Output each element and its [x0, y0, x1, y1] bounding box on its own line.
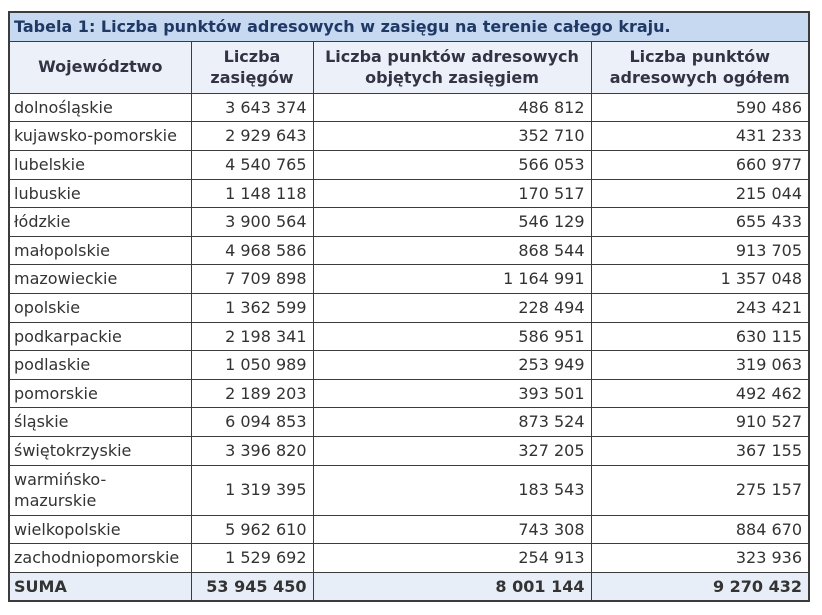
value-cell: 323 936	[590, 543, 810, 573]
value-cell: 3 900 564	[190, 207, 314, 237]
value-cell: 492 462	[590, 378, 810, 409]
value-cell: 884 670	[590, 514, 810, 545]
value-cell: 183 543	[312, 464, 592, 516]
table-row: opolskie 1 362 599 228 494 243 421	[8, 292, 810, 323]
value-cell: 873 524	[312, 407, 592, 437]
column-header-wojewodztwo: Województwo	[8, 40, 192, 94]
value-cell: 254 913	[312, 543, 592, 573]
value-cell: 215 044	[590, 178, 810, 209]
value-cell: 743 308	[312, 514, 592, 545]
table-body: dolnośląskie 3 643 374 486 812 590 486 kujaw…	[8, 92, 810, 573]
value-cell: 4 540 765	[190, 149, 314, 180]
table-row: zachodniopomorskie 1 529 692 254 913 323 93…	[8, 543, 810, 573]
value-cell: 243 421	[590, 292, 810, 323]
value-cell: 1 148 118	[190, 178, 314, 209]
voivodeship-name: mazowieckie	[8, 264, 192, 294]
voivodeship-name: śląskie	[8, 407, 192, 437]
table-row: łódzkie 3 900 564 546 129 655 433	[8, 207, 810, 237]
value-cell: 2 929 643	[190, 121, 314, 151]
value-cell: 275 157	[590, 464, 810, 516]
voivodeship-name: lubelskie	[8, 149, 192, 180]
value-cell: 3 643 374	[190, 92, 314, 123]
total-punkty-ogolem: 9 270 432	[590, 571, 810, 602]
value-cell: 170 517	[312, 178, 592, 209]
voivodeship-name: podlaskie	[8, 350, 192, 380]
value-cell: 2 189 203	[190, 378, 314, 409]
voivodeship-name: łódzkie	[8, 207, 192, 237]
voivodeship-name: lubuskie	[8, 178, 192, 209]
value-cell: 6 094 853	[190, 407, 314, 437]
voivodeship-name: podkarpackie	[8, 321, 192, 352]
table-row: kujawsko-pomorskie 2 929 643 352 710 431 23…	[8, 121, 810, 151]
table-title-row: Tabela 1: Liczba punktów adresowych w za…	[8, 11, 810, 42]
table-row: pomorskie 2 189 203 393 501 492 462	[8, 378, 810, 409]
value-cell: 655 433	[590, 207, 810, 237]
value-cell: 913 705	[590, 235, 810, 266]
voivodeship-name: wielkopolskie	[8, 514, 192, 545]
value-cell: 1 357 048	[590, 264, 810, 294]
value-cell: 1 362 599	[190, 292, 314, 323]
voivodeship-name: świętokrzyskie	[8, 435, 192, 466]
address-points-table: Tabela 1: Liczba punktów adresowych w za…	[8, 11, 811, 603]
value-cell: 546 129	[312, 207, 592, 237]
value-cell: 4 968 586	[190, 235, 314, 266]
value-cell: 660 977	[590, 149, 810, 180]
value-cell: 7 709 898	[190, 264, 314, 294]
value-cell: 2 198 341	[190, 321, 314, 352]
voivodeship-name: warmińsko-mazurskie	[8, 464, 192, 516]
table-row: mazowieckie 7 709 898 1 164 991 1 357 048	[8, 264, 810, 294]
value-cell: 590 486	[590, 92, 810, 123]
table-row: podlaskie 1 050 989 253 949 319 063	[8, 350, 810, 380]
voivodeship-name: małopolskie	[8, 235, 192, 266]
table-row: lubuskie 1 148 118 170 517 215 044	[8, 178, 810, 209]
total-punkty-objete: 8 001 144	[312, 571, 592, 602]
voivodeship-name: opolskie	[8, 292, 192, 323]
total-liczba-zasiegow: 53 945 450	[190, 571, 314, 602]
table-row: lubelskie 4 540 765 566 053 660 977	[8, 149, 810, 180]
total-label: SUMA	[8, 571, 192, 602]
table-row: wielkopolskie 5 962 610 743 308 884 670	[8, 514, 810, 545]
voivodeship-name: dolnośląskie	[8, 92, 192, 123]
value-cell: 868 544	[312, 235, 592, 266]
value-cell: 319 063	[590, 350, 810, 380]
voivodeship-name: zachodniopomorskie	[8, 543, 192, 573]
value-cell: 3 396 820	[190, 435, 314, 466]
value-cell: 910 527	[590, 407, 810, 437]
table-row: śląskie 6 094 853 873 524 910 527	[8, 407, 810, 437]
value-cell: 1 319 395	[190, 464, 314, 516]
column-header-liczba-zasiegow: Liczba zasięgów	[190, 40, 314, 94]
column-header-punkty-objete-zasiegiem: Liczba punktów adresowych objętych zasię…	[312, 40, 592, 94]
value-cell: 586 951	[312, 321, 592, 352]
value-cell: 486 812	[312, 92, 592, 123]
column-header-punkty-ogolem: Liczba punktów adresowych ogółem	[590, 40, 810, 94]
voivodeship-name: kujawsko-pomorskie	[8, 121, 192, 151]
value-cell: 253 949	[312, 350, 592, 380]
value-cell: 327 205	[312, 435, 592, 466]
value-cell: 367 155	[590, 435, 810, 466]
value-cell: 630 115	[590, 321, 810, 352]
value-cell: 1 050 989	[190, 350, 314, 380]
value-cell: 393 501	[312, 378, 592, 409]
table-row: warmińsko-mazurskie 1 319 395 183 543 275 1…	[8, 464, 810, 516]
table-header-row: Województwo Liczba zasięgów Liczba punkt…	[8, 40, 810, 94]
value-cell: 566 053	[312, 149, 592, 180]
table-row: świętokrzyskie 3 396 820 327 205 367 155	[8, 435, 810, 466]
voivodeship-name: pomorskie	[8, 378, 192, 409]
value-cell: 431 233	[590, 121, 810, 151]
table-row: dolnośląskie 3 643 374 486 812 590 486	[8, 92, 810, 123]
value-cell: 1 164 991	[312, 264, 592, 294]
value-cell: 5 962 610	[190, 514, 314, 545]
table-row: podkarpackie 2 198 341 586 951 630 115	[8, 321, 810, 352]
value-cell: 228 494	[312, 292, 592, 323]
value-cell: 352 710	[312, 121, 592, 151]
table-title: Tabela 1: Liczba punktów adresowych w za…	[8, 11, 810, 42]
value-cell: 1 529 692	[190, 543, 314, 573]
table-row: małopolskie 4 968 586 868 544 913 705	[8, 235, 810, 266]
total-row: SUMA 53 945 450 8 001 144 9 270 432	[8, 571, 810, 602]
